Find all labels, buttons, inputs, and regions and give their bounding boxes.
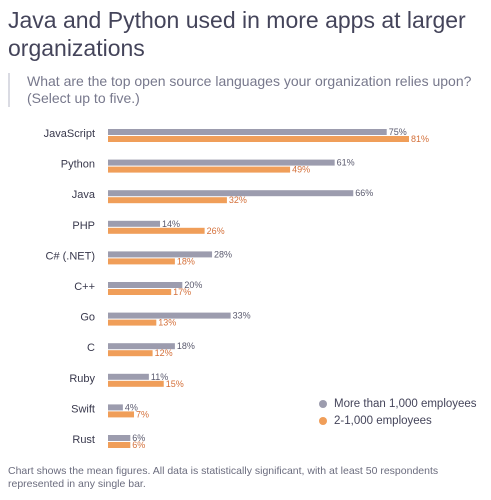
category-label: Rust bbox=[72, 434, 95, 446]
category-label: Go bbox=[80, 312, 95, 324]
bar-large bbox=[108, 373, 149, 380]
chart-subtitle: What are the top open source languages y… bbox=[27, 73, 472, 106]
category-label: JavaScript bbox=[44, 128, 95, 140]
legend-swatch-large bbox=[319, 399, 327, 408]
data-label-small: 49% bbox=[292, 165, 310, 175]
chart-title: Java and Python used in more apps at lar… bbox=[8, 7, 466, 61]
bar-small bbox=[108, 350, 153, 357]
bar-small bbox=[108, 227, 205, 234]
category-label: PHP bbox=[72, 220, 95, 232]
data-label-large: 61% bbox=[337, 158, 355, 168]
data-label-small: 13% bbox=[158, 318, 176, 328]
bar-small bbox=[108, 442, 131, 448]
data-label-large: 28% bbox=[214, 249, 232, 259]
data-label-large: 75% bbox=[389, 127, 407, 137]
data-label-large: 33% bbox=[233, 311, 251, 321]
data-label-large: 11% bbox=[151, 372, 168, 382]
data-label-small: 32% bbox=[229, 195, 247, 205]
data-label-small: 18% bbox=[177, 256, 195, 266]
bar-small bbox=[108, 319, 157, 326]
subtitle-block: What are the top open source languages y… bbox=[8, 73, 483, 107]
category-label: Java bbox=[72, 189, 96, 201]
category-label: C++ bbox=[74, 281, 95, 293]
category-label: C bbox=[87, 342, 95, 354]
bar-large bbox=[108, 312, 231, 319]
category-label: C# (.NET) bbox=[46, 250, 96, 262]
bar-large bbox=[108, 404, 123, 411]
bar-small bbox=[108, 166, 291, 173]
bar-large bbox=[108, 190, 354, 197]
legend-label-large: More than 1,000 employees bbox=[334, 397, 477, 410]
data-label-small: 26% bbox=[207, 226, 225, 236]
bar-large bbox=[108, 129, 387, 135]
data-label-large: 14% bbox=[162, 219, 180, 229]
bar-small bbox=[108, 258, 175, 265]
data-label-large: 4% bbox=[125, 402, 138, 412]
bar-small bbox=[108, 197, 227, 204]
legend-label-small: 2-1,000 employees bbox=[334, 414, 432, 427]
category-label: Ruby bbox=[69, 373, 95, 385]
bar-large bbox=[108, 251, 213, 258]
data-label-large: 18% bbox=[177, 341, 195, 351]
data-label-small: 17% bbox=[173, 287, 191, 297]
bar-small bbox=[108, 289, 172, 295]
data-label-large: 6% bbox=[132, 433, 145, 443]
legend-item-small: 2-1,000 employees bbox=[319, 412, 477, 429]
data-label-small: 15% bbox=[166, 379, 184, 389]
bar-large bbox=[108, 282, 183, 288]
footnote: Chart shows the mean figures. All data i… bbox=[8, 465, 439, 490]
category-label: Python bbox=[61, 159, 95, 171]
data-label-small: 81% bbox=[411, 134, 429, 144]
bar-large bbox=[108, 220, 161, 227]
data-label-large: 20% bbox=[184, 280, 202, 290]
data-label-large: 66% bbox=[355, 188, 373, 198]
legend: More than 1,000 employees 2-1,000 employ… bbox=[319, 395, 477, 429]
category-label: Swift bbox=[71, 403, 95, 415]
bar-large bbox=[108, 159, 335, 166]
data-label-small: 12% bbox=[155, 348, 173, 358]
bar-large bbox=[108, 343, 175, 350]
bar-large bbox=[108, 435, 131, 441]
legend-item-large: More than 1,000 employees bbox=[319, 395, 477, 412]
bar-small bbox=[108, 136, 409, 142]
legend-swatch-small bbox=[319, 416, 327, 425]
bar-chart: JavaScript 75% 81% Python 61% 49% Java 66% 32% PH… bbox=[44, 127, 429, 450]
bar-small bbox=[108, 411, 135, 418]
bar-small bbox=[108, 380, 164, 387]
data-label-small: 7% bbox=[136, 409, 149, 419]
data-label-small: 6% bbox=[132, 440, 145, 450]
